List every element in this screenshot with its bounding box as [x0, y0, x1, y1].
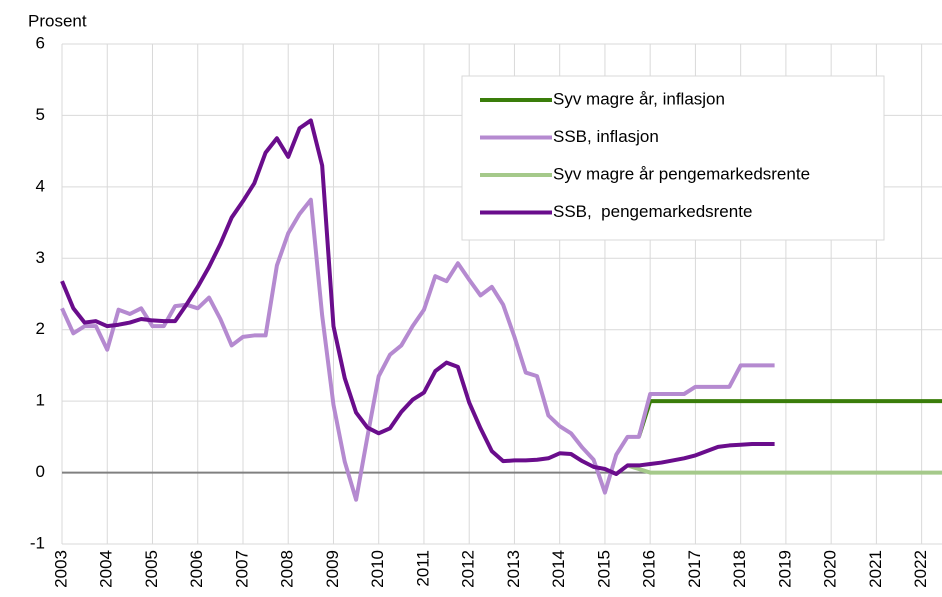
x-tick-label: 2013 — [504, 550, 523, 588]
legend: Syv magre år, inflasjon SSB, inflasjon Syv… — [461, 75, 885, 241]
x-tick-label: 2014 — [549, 550, 568, 588]
y-tick-label: -1 — [30, 533, 45, 552]
x-tick-label: 2011 — [413, 550, 432, 587]
y-tick-label: 2 — [36, 319, 45, 338]
x-tick-label: 2016 — [640, 550, 659, 588]
x-tick-label: 2021 — [866, 550, 885, 588]
x-tick-label: 2020 — [821, 550, 840, 588]
x-tick-label: 2006 — [187, 550, 206, 588]
x-tick-label: 2012 — [459, 550, 478, 588]
legend-label: Syv magre år, inflasjon — [553, 89, 725, 108]
x-tick-label: 2017 — [685, 550, 704, 588]
x-tick-label: 2018 — [730, 550, 749, 588]
x-tick-label: 2010 — [368, 550, 387, 588]
y-tick-label: 1 — [36, 391, 45, 410]
y-tick-label: 4 — [36, 176, 45, 195]
x-tick-label: 2004 — [97, 550, 116, 588]
y-tick-label: 3 — [36, 248, 45, 267]
legend-label: Syv magre år pengemarkedsrente — [553, 164, 810, 183]
x-tick-label: 2008 — [278, 550, 297, 588]
x-tick-label: 2005 — [142, 550, 161, 588]
y-tick-label: 5 — [36, 105, 45, 124]
x-tick-label: 2022 — [911, 550, 930, 588]
y-tick-label: 0 — [36, 462, 45, 481]
y-tick-label: 6 — [36, 33, 45, 52]
x-tick-label: 2007 — [232, 550, 251, 588]
x-tick-label: 2009 — [323, 550, 342, 588]
series-line — [60, 197, 775, 502]
x-tick-label: 2003 — [51, 550, 70, 588]
x-tick-label: 2015 — [594, 550, 613, 588]
y-axis-label: Prosent — [28, 11, 87, 30]
series-line — [626, 463, 942, 475]
legend-label: SSB, pengemarkedsrente — [553, 202, 752, 221]
series-line — [60, 118, 775, 476]
legend-label: SSB, inflasjon — [553, 127, 659, 146]
x-tick-label: 2019 — [775, 550, 794, 588]
series-line — [636, 399, 942, 438]
